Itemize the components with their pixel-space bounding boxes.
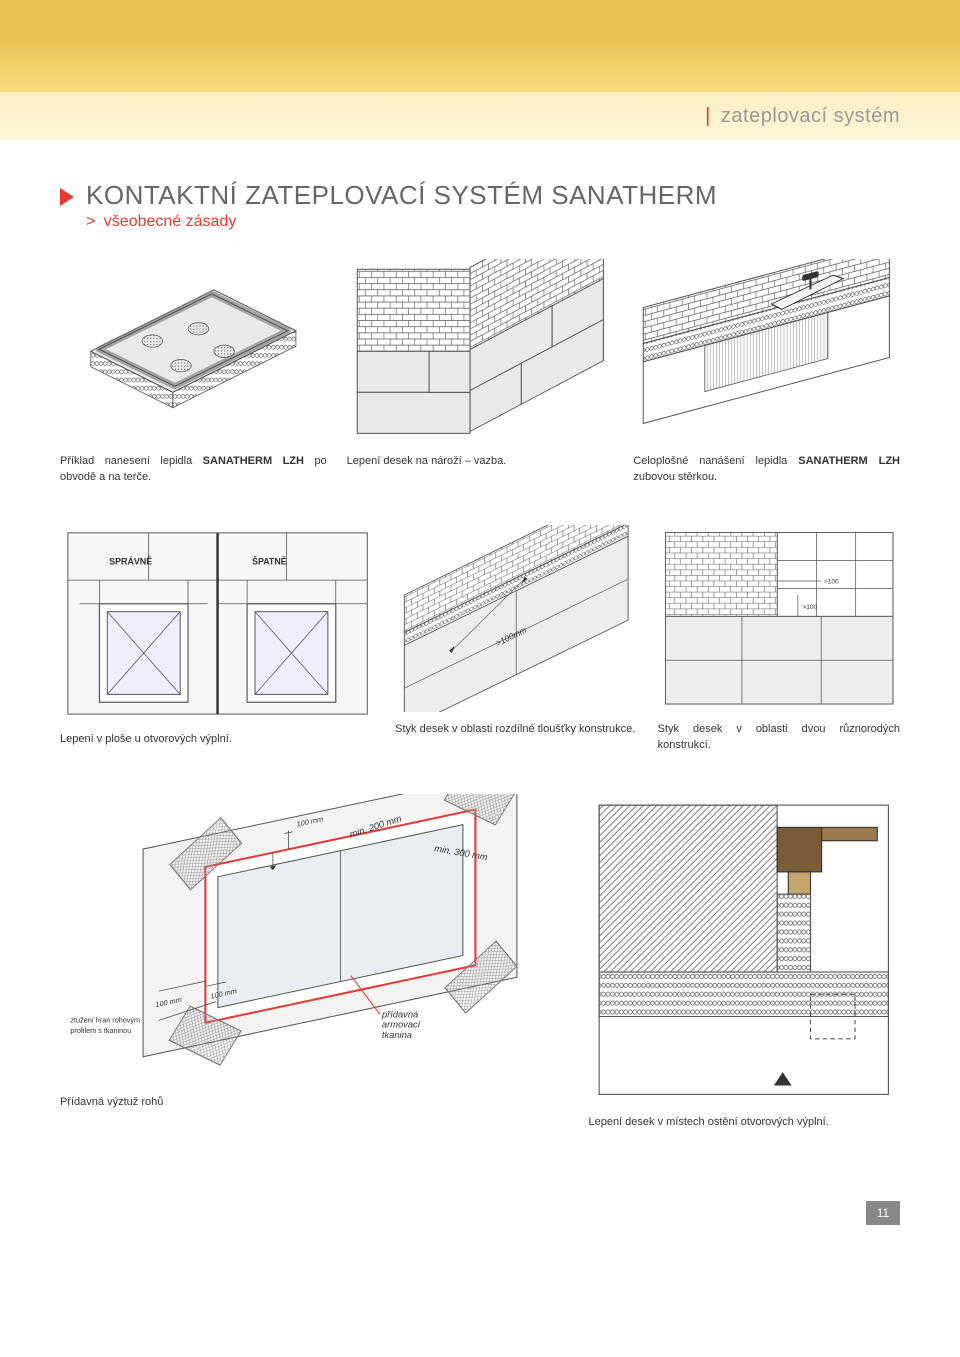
cap-1-3-strong: SANATHERM LZH bbox=[798, 455, 900, 467]
cell-3-1: 100 mm 100 mm 100 mm min. 200 mm min. 30… bbox=[60, 794, 558, 1131]
caption-1-1: Příklad nanesení lepidla SANATHERM LZH p… bbox=[60, 454, 327, 486]
cell-1-2: Lepení desek na nároží – vazba. bbox=[347, 259, 614, 485]
page-title: KONTAKTNÍ ZATEPLOVACÍ SYSTÉM SANATHERM bbox=[86, 180, 717, 211]
caption-3-2: Lepení desek v místech ostění otvorových… bbox=[588, 1115, 900, 1131]
cap-1-3-post: zubovou stěrkou. bbox=[633, 471, 717, 483]
main-title-row: KONTAKTNÍ ZATEPLOVACÍ SYSTÉM SANATHERM bbox=[60, 180, 900, 211]
cap-1-3-pre: Celoplošné nanášení lepidla bbox=[633, 455, 798, 467]
label-correct: SPRÁVNĚ bbox=[109, 556, 152, 567]
subtitle-prefix: > bbox=[86, 213, 95, 230]
dim-100-v: >100 bbox=[802, 604, 817, 611]
header-pipe: | bbox=[705, 105, 711, 127]
label-extra-mesh: přídavná armovací tkanina bbox=[381, 1009, 423, 1040]
illustration-row-1: Příklad nanesení lepidla SANATHERM LZH p… bbox=[60, 259, 900, 485]
illustration-row-2: SPRÁVNĚ ŠPATNĚ bbox=[60, 525, 900, 753]
page-footer: 11 bbox=[0, 1201, 960, 1245]
caption-3-1: Přídavná výztuž rohů bbox=[60, 1095, 558, 1111]
illustration-thickness-joint: >100mm bbox=[395, 525, 637, 711]
caption-2-1: Lepení v ploše u otvorových výplní. bbox=[60, 732, 375, 748]
illustration-material-joint: >100 >100 bbox=[658, 525, 900, 711]
cell-3-2: Lepení desek v místech ostění otvorových… bbox=[588, 794, 900, 1131]
illustration-jamb-section bbox=[588, 794, 900, 1106]
header-overlay: | zateplovací systém bbox=[0, 92, 960, 140]
cell-2-3: >100 >100 Styk desek v oblasti dvou různ… bbox=[658, 525, 900, 753]
page-number: 11 bbox=[866, 1201, 900, 1225]
cell-1-3: Celoplošné nanášení lepidla SANATHERM LZ… bbox=[633, 259, 900, 485]
cell-1-1: Příklad nanesení lepidla SANATHERM LZH p… bbox=[60, 259, 327, 485]
cap-1-1-pre: Příklad nanesení lepidla bbox=[60, 455, 203, 467]
label-wrong: ŠPATNĚ bbox=[252, 556, 287, 567]
cap-1-1-strong: SANATHERM LZH bbox=[203, 455, 304, 467]
illustration-corner-bond bbox=[347, 259, 614, 444]
illustration-adhesive-dots bbox=[60, 259, 327, 444]
triangle-marker-icon bbox=[60, 188, 74, 206]
caption-1-2: Lepení desek na nároží – vazba. bbox=[347, 454, 614, 470]
dim-100-h: >100 bbox=[824, 579, 839, 586]
caption-2-2: Styk desek v oblasti rozdílné tloušťky k… bbox=[395, 722, 637, 738]
illustration-row-3: 100 mm 100 mm 100 mm min. 200 mm min. 30… bbox=[60, 794, 900, 1131]
header-band: | zateplovací systém bbox=[0, 0, 960, 140]
header-text: zateplovací systém bbox=[721, 105, 900, 127]
illustration-opening-correct-wrong: SPRÁVNĚ ŠPATNĚ bbox=[60, 525, 375, 722]
illustration-corner-reinforcement: 100 mm 100 mm 100 mm min. 200 mm min. 30… bbox=[60, 794, 558, 1085]
header-category: | zateplovací systém bbox=[705, 105, 900, 128]
caption-2-3: Styk desek v oblasti dvou různorodých ko… bbox=[658, 722, 900, 754]
illustration-full-trowel bbox=[633, 259, 900, 444]
page-content: KONTAKTNÍ ZATEPLOVACÍ SYSTÉM SANATHERM >… bbox=[0, 140, 960, 1201]
caption-1-3: Celoplošné nanášení lepidla SANATHERM LZ… bbox=[633, 454, 900, 486]
label-corner-profile: ztužení hran rohovým profilem s tkaninou bbox=[70, 1015, 142, 1034]
subtitle: > všeobecné zásady bbox=[86, 213, 900, 231]
cell-2-1: SPRÁVNĚ ŠPATNĚ bbox=[60, 525, 375, 753]
subtitle-text: všeobecné zásady bbox=[104, 213, 237, 230]
cell-2-2: >100mm Styk desek v oblasti rozdílné tlo… bbox=[395, 525, 637, 753]
